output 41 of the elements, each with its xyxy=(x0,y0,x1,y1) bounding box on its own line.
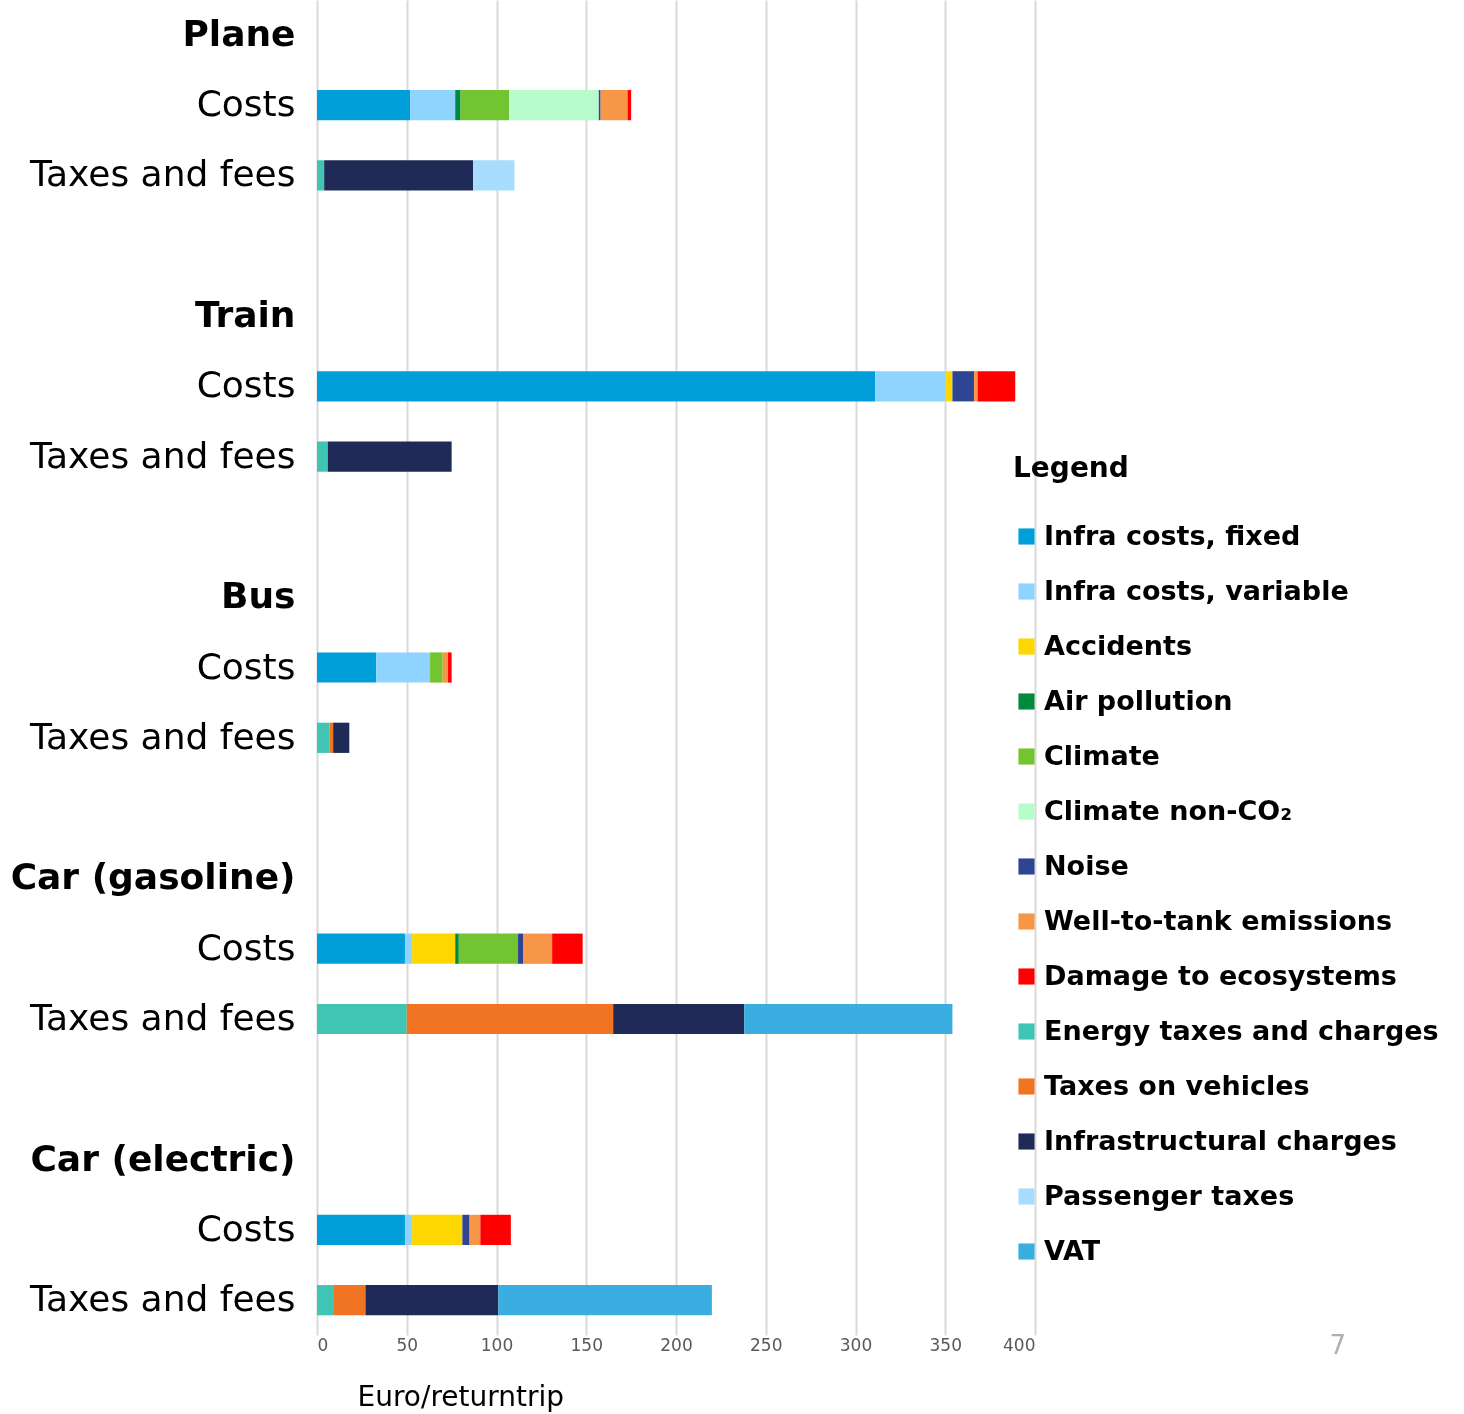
legend-label: Energy taxes and charges xyxy=(1044,1014,1439,1046)
legend-label: Noise xyxy=(1044,849,1129,881)
y-tick-label: Costs xyxy=(196,364,296,406)
legend-label: Accidents xyxy=(1044,629,1192,661)
y-tick-label: Taxes and fees xyxy=(28,715,296,757)
y-tick-label: Costs xyxy=(196,1207,296,1249)
x-tick-label: 250 xyxy=(750,1334,783,1355)
x-tick-label: 150 xyxy=(570,1334,603,1355)
y-tick-label: Taxes and fees xyxy=(28,997,296,1038)
x-tick-label: 350 xyxy=(929,1334,962,1355)
y-tick-label: Taxes and fees xyxy=(28,434,296,476)
y-tick-label: Taxes and fees xyxy=(28,153,296,195)
y-tick-label: Car (electric) xyxy=(30,1137,296,1179)
y-tick-label: Car (gasoline) xyxy=(10,856,296,898)
x-tick-label: 0 xyxy=(317,1334,329,1355)
legend-label: Well-to-tank emissions xyxy=(1044,904,1393,936)
y-tick-label: Costs xyxy=(196,83,296,125)
y-tick-label: Costs xyxy=(196,926,296,968)
x-tick-label: 100 xyxy=(480,1334,514,1355)
y-tick-label: Bus xyxy=(221,575,296,617)
x-tick-label: 400 xyxy=(1003,1334,1036,1355)
x-tick-label: 200 xyxy=(660,1334,693,1355)
x-axis-title: Euro/returntrip xyxy=(357,1379,565,1413)
y-tick-label: Costs xyxy=(196,645,296,687)
y-tick-label: Taxes and fees xyxy=(28,1278,296,1320)
x-tick-label: 300 xyxy=(839,1334,873,1355)
legend-label: Air pollution xyxy=(1044,684,1233,716)
text: 7 xyxy=(1329,1330,1346,1360)
legend-label: Climate non-CO₂ xyxy=(1044,794,1293,826)
y-tick-label: Train xyxy=(194,294,296,335)
y-tick-label: Plane xyxy=(182,12,296,54)
x-tick-label: 50 xyxy=(396,1334,419,1355)
legend-label: Damage to ecosystems xyxy=(1044,959,1397,991)
legend-label: Infra costs, variable xyxy=(1044,574,1349,606)
legend-label: Climate xyxy=(1044,739,1160,771)
legend-label: Taxes on vehicles xyxy=(1044,1069,1310,1101)
legend-title: Legend xyxy=(1013,451,1129,484)
legend-label: VAT xyxy=(1044,1234,1101,1266)
legend-label: Infra costs, fixed xyxy=(1044,519,1301,551)
legend-label: Passenger taxes xyxy=(1044,1179,1295,1211)
legend-label: Infrastructural charges xyxy=(1044,1124,1397,1156)
